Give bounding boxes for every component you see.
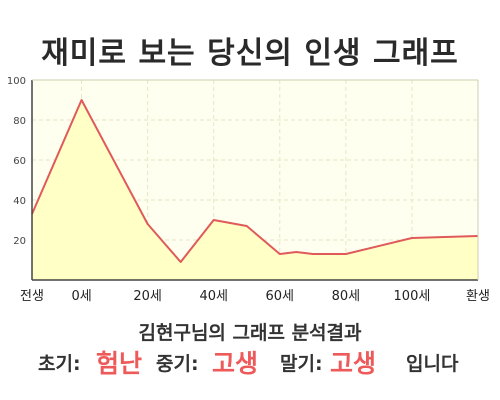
x-tick-label: 60세 (266, 289, 295, 304)
early-label: 초기: (38, 353, 81, 375)
page-title: 재미로 보는 당신의 인생 그래프 (41, 36, 459, 71)
verdict-line: 초기: 험난 중기: 고생 말기: 고생 입니다 (0, 346, 500, 382)
x-tick-label: 환생 (466, 289, 490, 304)
mid-label: 중기: (156, 353, 199, 375)
x-tick-label: 20세 (133, 289, 162, 304)
y-tick-label: 80 (13, 116, 26, 127)
x-tick-label: 40세 (199, 289, 228, 304)
series-line (31, 99, 479, 263)
x-tick-label: 100세 (394, 289, 431, 304)
mid-value: 고생 (212, 349, 259, 378)
x-tick-label: 0세 (71, 289, 91, 304)
y-tick-label: 60 (13, 156, 26, 167)
y-tick-label: 20 (13, 236, 26, 247)
y-tick-label: 40 (13, 196, 26, 207)
life-chart: 20 40 60 80 100 전생 0세 20세 40세 60세 80세 100세 환생 (7, 76, 490, 304)
verdict-suffix: 입니다 (406, 353, 459, 375)
late-value: 고생 (330, 349, 377, 378)
chart-container: 20 40 60 80 100 전생 0세 20세 40세 60세 80세 100세 환생 (0, 70, 500, 310)
area-fill (32, 100, 478, 280)
x-tick-label: 전생 (20, 289, 44, 304)
y-tick-label: 100 (7, 76, 26, 87)
x-tick-label: 80세 (332, 289, 361, 304)
early-value: 험난 (96, 349, 143, 378)
late-label: 말기: (280, 353, 323, 375)
analysis-heading: 김현구님의 그래프 분석결과 (138, 322, 362, 344)
